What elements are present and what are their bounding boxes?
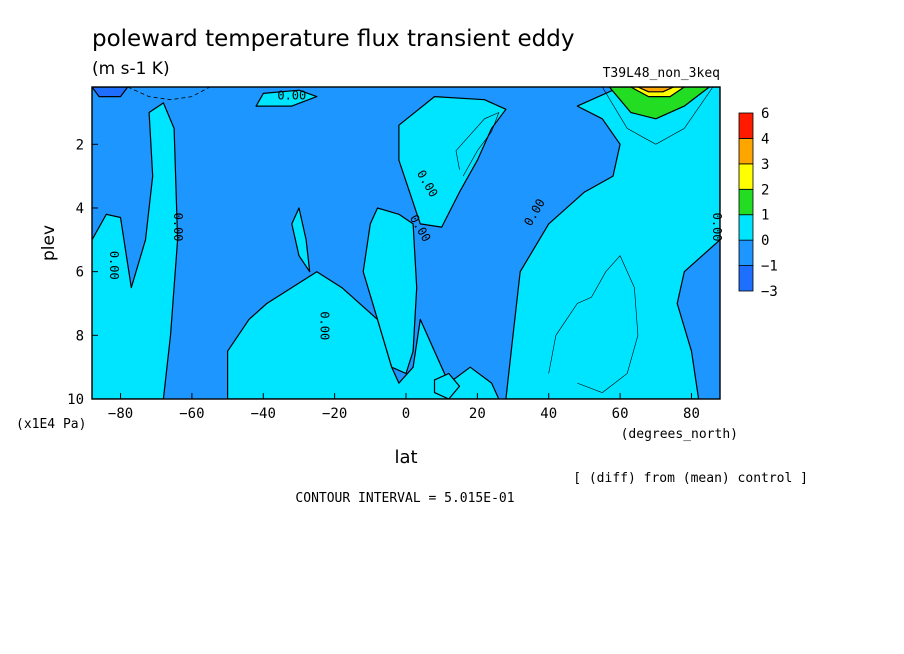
x-tick-label: −60 <box>179 406 204 422</box>
x-tick-label: 20 <box>469 406 486 422</box>
thin-contour-2 <box>602 87 714 145</box>
region-positive-southern <box>92 102 179 399</box>
region-positive-small-south <box>291 207 311 273</box>
y-tick-label: 10 <box>67 392 84 408</box>
colorbar-label: 1 <box>761 208 769 224</box>
thin-contour-1 <box>548 255 639 393</box>
colorbar-swatch <box>738 188 754 216</box>
run-label: T39L48_non_3keq <box>603 66 720 81</box>
region-positive-midlatitude <box>227 271 500 399</box>
region-positive-southpole-upper <box>255 89 318 107</box>
x-tick-label: −20 <box>322 406 347 422</box>
x-axis-label: lat <box>394 447 417 468</box>
x-tick-label: 40 <box>540 406 557 422</box>
x-tick-label: 80 <box>683 406 700 422</box>
x-tick-label: −40 <box>251 406 276 422</box>
colorbar-swatch <box>738 138 754 165</box>
colorbar-label: 0 <box>761 233 769 249</box>
thin-contour-0 <box>455 111 500 177</box>
colorbar-label: −1 <box>761 259 778 275</box>
y-tick-label: 8 <box>76 328 84 344</box>
colorbar-label: 3 <box>761 157 769 173</box>
colorbar-label: −3 <box>761 284 778 300</box>
colorbar-label: 4 <box>761 131 769 147</box>
colorbar-swatch <box>738 239 754 266</box>
colorbar-swatch <box>738 214 754 241</box>
y-tick-label: 2 <box>76 137 84 153</box>
x-axis: −80 −60 −40 −20 0 20 40 60 80 <box>108 393 700 422</box>
colorbar-swatch <box>738 163 754 190</box>
region-band-1-2 <box>608 87 710 120</box>
chart-units: (m s-1 K) <box>92 59 170 79</box>
x-axis-units: (degrees_north) <box>621 427 738 442</box>
x-tick-label: −80 <box>108 406 133 422</box>
colorbar-label: 2 <box>761 182 769 198</box>
diff-note: [ (diff) from (mean) control ] <box>573 471 808 486</box>
y-axis: 2 4 6 8 10 <box>67 137 98 408</box>
contour-label: 0.00 <box>317 311 331 340</box>
x-tick-label: 0 <box>402 406 410 422</box>
plot-area: 0.000.000.000.000.00 0.000.000.00 <box>91 86 724 400</box>
y-axis-label: plev <box>39 225 59 261</box>
contour-interval: CONTOUR INTERVAL = 5.015E-01 <box>295 491 514 506</box>
y-axis-units: (x1E4 Pa) <box>16 417 86 432</box>
y-tick-label: 6 <box>76 265 84 281</box>
contour-label: 0.00 <box>277 89 306 103</box>
region-band-below-minus-1 <box>92 87 129 98</box>
colorbar-label: 6 <box>761 106 769 122</box>
region-band-3-4 <box>637 87 675 93</box>
region-positive-upper-tropics <box>398 95 507 228</box>
region-positive-center <box>362 207 418 375</box>
y-tick-label: 4 <box>76 201 84 217</box>
region-positive-northern <box>505 87 720 399</box>
chart-title: poleward temperature flux transient eddy <box>92 26 574 52</box>
contour-label: 0.00 <box>107 251 121 280</box>
colorbar-swatch <box>738 265 754 292</box>
region-positive-small-tropics <box>433 372 461 399</box>
filled-contours <box>92 87 720 399</box>
contour-label: 0.00 <box>710 213 724 242</box>
x-tick-label: 60 <box>612 406 629 422</box>
contour-label: 0.00 <box>171 213 185 242</box>
colorbar-swatch <box>738 112 754 139</box>
contour-lines <box>127 87 714 393</box>
dashed-contour-0 <box>127 87 210 101</box>
colorbar: −3 −1 0 1 2 3 4 6 <box>738 106 778 300</box>
